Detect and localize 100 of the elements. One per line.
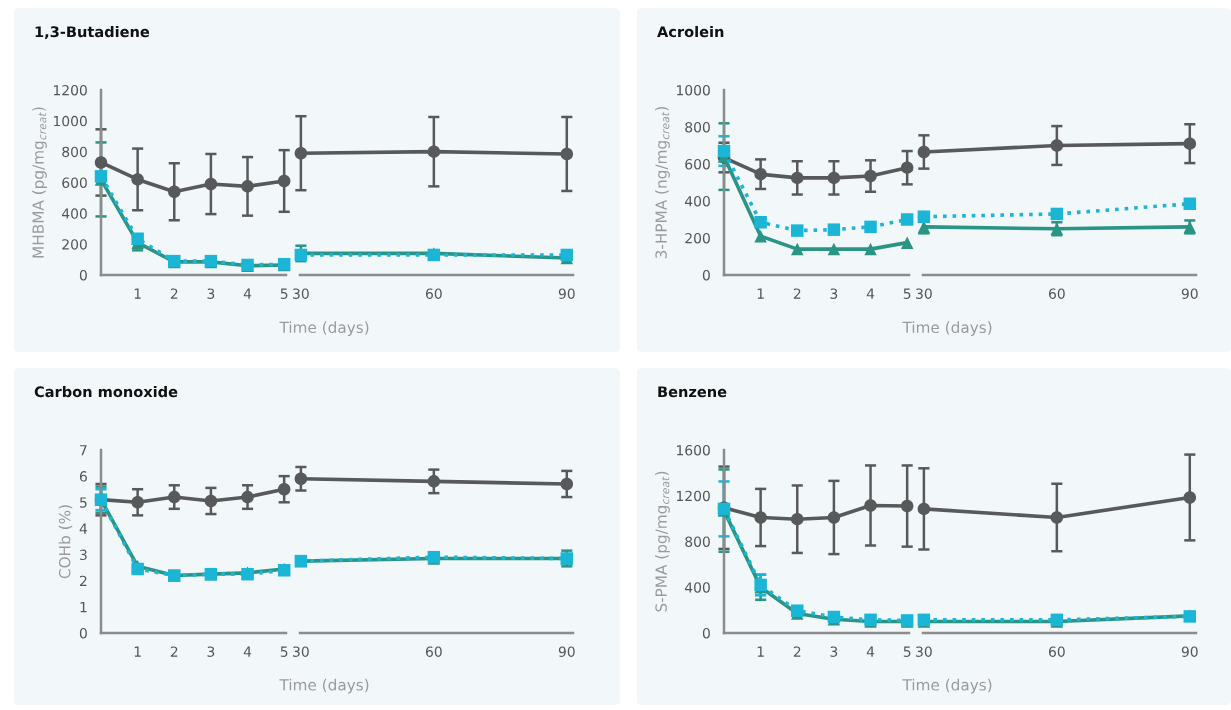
point: [827, 223, 841, 236]
y-tick-label: 1200: [53, 84, 87, 96]
point: [131, 496, 144, 509]
chart-title: Acrolein: [657, 25, 724, 38]
point: [754, 229, 767, 243]
point: [241, 180, 254, 193]
point: [204, 494, 218, 508]
point: [917, 210, 931, 223]
point: [864, 242, 877, 256]
x-tick-label: 1: [134, 288, 141, 299]
y-tick-label: 0: [702, 269, 710, 281]
x-tick-label: 2: [170, 646, 178, 657]
y-tick-label: 2: [79, 575, 87, 586]
x-tick-label: 5: [280, 646, 288, 657]
point: [241, 490, 254, 504]
x-axis-title: Time (days): [902, 678, 992, 694]
point: [427, 475, 441, 488]
y-tick-label: 600: [62, 177, 87, 188]
chart-title: Benzene: [658, 386, 727, 398]
x-tick-label: 60: [425, 288, 442, 299]
point: [94, 156, 108, 169]
y-tick-label: 1000: [676, 84, 710, 96]
point: [1050, 139, 1064, 152]
chart-title: Carbon monoxide: [34, 385, 178, 398]
point: [168, 185, 181, 198]
x-tick-label: 4: [866, 646, 875, 657]
x-tick-label: 5: [903, 288, 911, 299]
x-tick-label: 30: [293, 288, 309, 299]
x-tick-label: 3: [207, 288, 215, 299]
point: [1050, 511, 1064, 524]
point: [791, 242, 804, 256]
y-tick-label: 1: [80, 602, 87, 613]
point: [294, 472, 308, 486]
point: [1183, 491, 1197, 504]
x-tick-label: 1: [757, 288, 764, 299]
point: [864, 220, 877, 234]
y-tick-label: 1600: [676, 444, 710, 456]
point: [827, 242, 841, 256]
x-tick-label: 30: [916, 288, 932, 299]
y-tick-label: 800: [62, 146, 87, 158]
y-tick-label: 400: [61, 208, 87, 219]
point: [864, 499, 877, 512]
point: [917, 502, 931, 516]
point: [754, 511, 767, 524]
y-tick-label: 3: [80, 549, 87, 561]
x-tick-label: 3: [207, 646, 215, 657]
x-axis-title: Time (days): [279, 321, 369, 337]
point: [791, 512, 804, 526]
x-tick-label: 90: [1181, 646, 1198, 657]
point: [1183, 197, 1197, 211]
x-tick-label: 30: [916, 646, 932, 657]
x-tick-label: 3: [830, 646, 838, 657]
point: [1050, 207, 1064, 221]
y-axis-title: S-PMA (pg/mg$_{creat}$): [655, 471, 670, 612]
x-tick-label: 2: [793, 288, 801, 299]
point: [131, 232, 144, 246]
point: [754, 167, 767, 181]
y-tick-label: 400: [684, 582, 710, 593]
point: [560, 147, 574, 161]
x-tick-label: 1: [134, 646, 141, 657]
x-tick-label: 1: [757, 646, 764, 657]
y-tick-label: 1200: [676, 490, 710, 502]
y-tick-label: 5: [80, 497, 87, 508]
x-axis-title: Time (days): [279, 678, 369, 694]
x-tick-label: 5: [903, 646, 911, 657]
point: [791, 171, 804, 185]
point: [791, 224, 804, 237]
point: [717, 144, 731, 158]
x-tick-label: 90: [558, 646, 575, 657]
y-tick-label: 6: [79, 471, 87, 482]
x-tick-label: 60: [1048, 288, 1065, 299]
y-tick-label: 800: [685, 536, 710, 547]
point: [204, 177, 218, 191]
point: [277, 174, 291, 188]
point: [1183, 137, 1197, 150]
y-tick-label: 800: [685, 121, 710, 133]
point: [827, 511, 841, 524]
x-tick-label: 30: [293, 646, 309, 657]
point: [294, 146, 308, 160]
x-tick-label: 60: [425, 646, 442, 657]
point: [864, 169, 877, 183]
y-axis-title: MHBMA (pg/mg$_{creat}$): [32, 107, 47, 258]
point: [427, 145, 441, 158]
x-tick-label: 90: [1181, 288, 1198, 299]
point: [900, 499, 914, 513]
y-axis-title: COHb (%): [58, 505, 73, 579]
x-tick-label: 5: [280, 288, 288, 299]
point: [917, 145, 931, 159]
y-tick-label: 0: [702, 627, 710, 639]
y-tick-label: 200: [62, 239, 87, 250]
x-tick-label: 2: [793, 646, 801, 657]
x-tick-label: 90: [558, 288, 575, 299]
point: [900, 236, 914, 249]
y-tick-label: 0: [79, 269, 87, 281]
point: [560, 477, 574, 491]
y-tick-label: 200: [685, 232, 710, 244]
point: [900, 213, 914, 226]
y-tick-label: 600: [685, 158, 710, 170]
x-tick-label: 60: [1048, 646, 1065, 657]
x-tick-label: 4: [243, 646, 252, 657]
